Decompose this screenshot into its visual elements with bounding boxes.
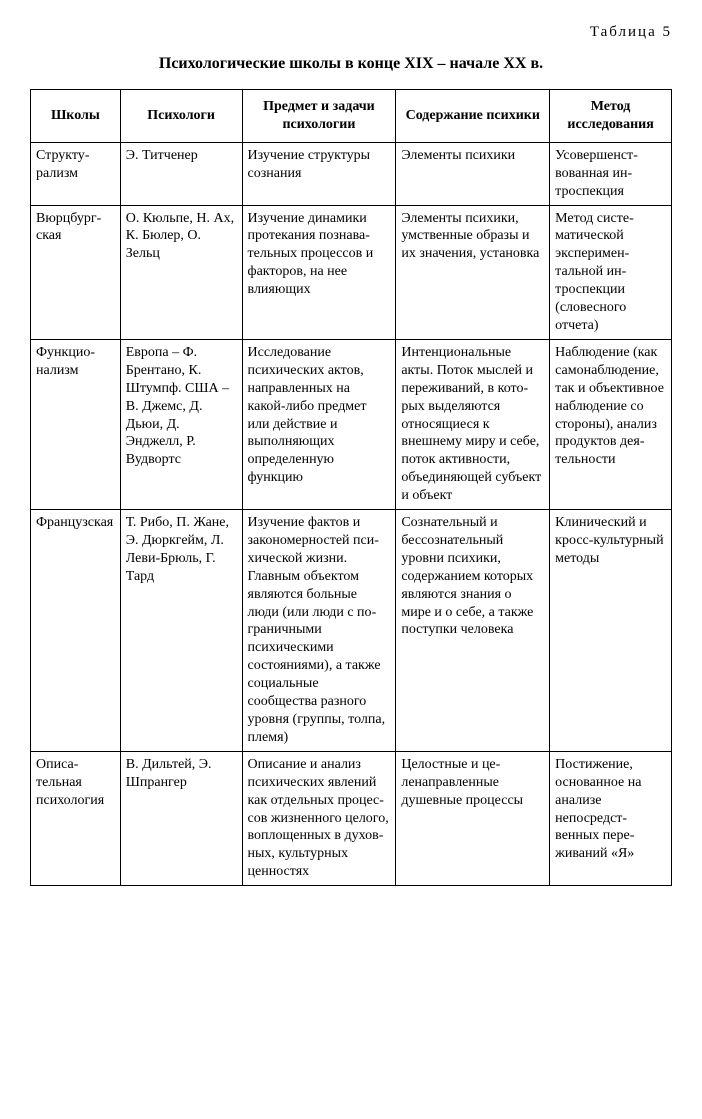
page-title: Психологические школы в конце XIX – нача…	[30, 55, 672, 73]
cell-subject: Изучение фак­тов и законо­мерностей пси­…	[242, 510, 396, 752]
table-row: Структу­рализмЭ. ТитченерИзучение струк­…	[31, 142, 672, 205]
cell-subject: Изучение дина­мики протека­ния познава­т…	[242, 205, 396, 339]
cell-subject: Исследование психических ак­тов, направл…	[242, 339, 396, 509]
col-header: Метод исследования	[550, 90, 672, 143]
cell-psychologists: Э. Титченер	[120, 142, 242, 205]
cell-method: Постижение, основанное на анализе непоср…	[550, 751, 672, 885]
cell-psychologists: Т. Рибо, П. Жане, Э. Дюркгейм, Л. Леви-Б…	[120, 510, 242, 752]
table-row: Француз­скаяТ. Рибо, П. Жане, Э. Дюркгей…	[31, 510, 672, 752]
table-row: Описа­тельная психоло­гияВ. Дильтей, Э. …	[31, 751, 672, 885]
cell-school: Структу­рализм	[31, 142, 121, 205]
cell-method: Метод систе­матической эксперимен­тально…	[550, 205, 672, 339]
cell-subject: Изучение струк­туры сознания	[242, 142, 396, 205]
cell-method: Клинический и кросс-культурный методы	[550, 510, 672, 752]
col-header: Школы	[31, 90, 121, 143]
cell-school: Француз­ская	[31, 510, 121, 752]
cell-content: Интенциональ­ные акты. Поток мыслей и пе…	[396, 339, 550, 509]
cell-psychologists: Европа – Ф. Брентано, К. Штумпф. США – В…	[120, 339, 242, 509]
table-number: Таблица 5	[30, 24, 672, 41]
cell-method: Наблюдение (как самона­блюдение, так и о…	[550, 339, 672, 509]
cell-psychologists: О. Кюльпе, Н. Ах, К. Бюлер, О. Зельц	[120, 205, 242, 339]
table-body: Структу­рализмЭ. ТитченерИзучение струк­…	[31, 142, 672, 885]
cell-psychologists: В. Дильтей, Э. Шпрангер	[120, 751, 242, 885]
cell-subject: Описание и ана­лиз психических явлений к…	[242, 751, 396, 885]
col-header: Предмет и задачи психологии	[242, 90, 396, 143]
cell-content: Сознательный и бессознательный уровни пс…	[396, 510, 550, 752]
cell-content: Элементы пси­хики, умствен­ные образы и …	[396, 205, 550, 339]
cell-school: Описа­тельная психоло­гия	[31, 751, 121, 885]
table-header-row: Школы Психологи Предмет и задачи психоло…	[31, 90, 672, 143]
cell-school: Функцио­нализм	[31, 339, 121, 509]
table-row: Функцио­нализмЕвропа – Ф. Брентано, К. Ш…	[31, 339, 672, 509]
cell-content: Целостные и це­ленаправленные душевные п…	[396, 751, 550, 885]
col-header: Психологи	[120, 90, 242, 143]
cell-school: Вюрцбург­ская	[31, 205, 121, 339]
col-header: Содержание психики	[396, 90, 550, 143]
cell-method: Усовершенст­вованная ин­троспекция	[550, 142, 672, 205]
cell-content: Элементы психики	[396, 142, 550, 205]
schools-table: Школы Психологи Предмет и задачи психоло…	[30, 89, 672, 886]
table-row: Вюрцбург­скаяО. Кюльпе, Н. Ах, К. Бюлер,…	[31, 205, 672, 339]
